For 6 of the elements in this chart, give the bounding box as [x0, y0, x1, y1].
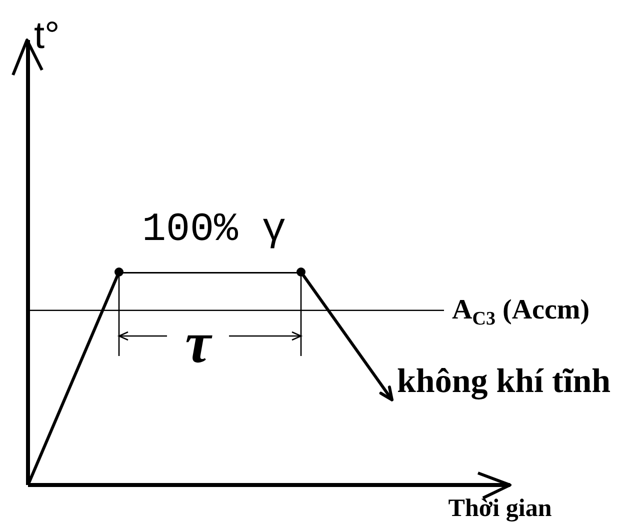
- text: t°: [34, 15, 60, 57]
- annotation: 100% γ: [142, 208, 286, 253]
- x-axis-title: Thời gian: [448, 495, 552, 522]
- annotation: không khí tĩnh: [397, 362, 611, 400]
- ref-line-label: A$_{C3}$ (Accm): [452, 294, 590, 330]
- annotation: τ: [185, 310, 214, 375]
